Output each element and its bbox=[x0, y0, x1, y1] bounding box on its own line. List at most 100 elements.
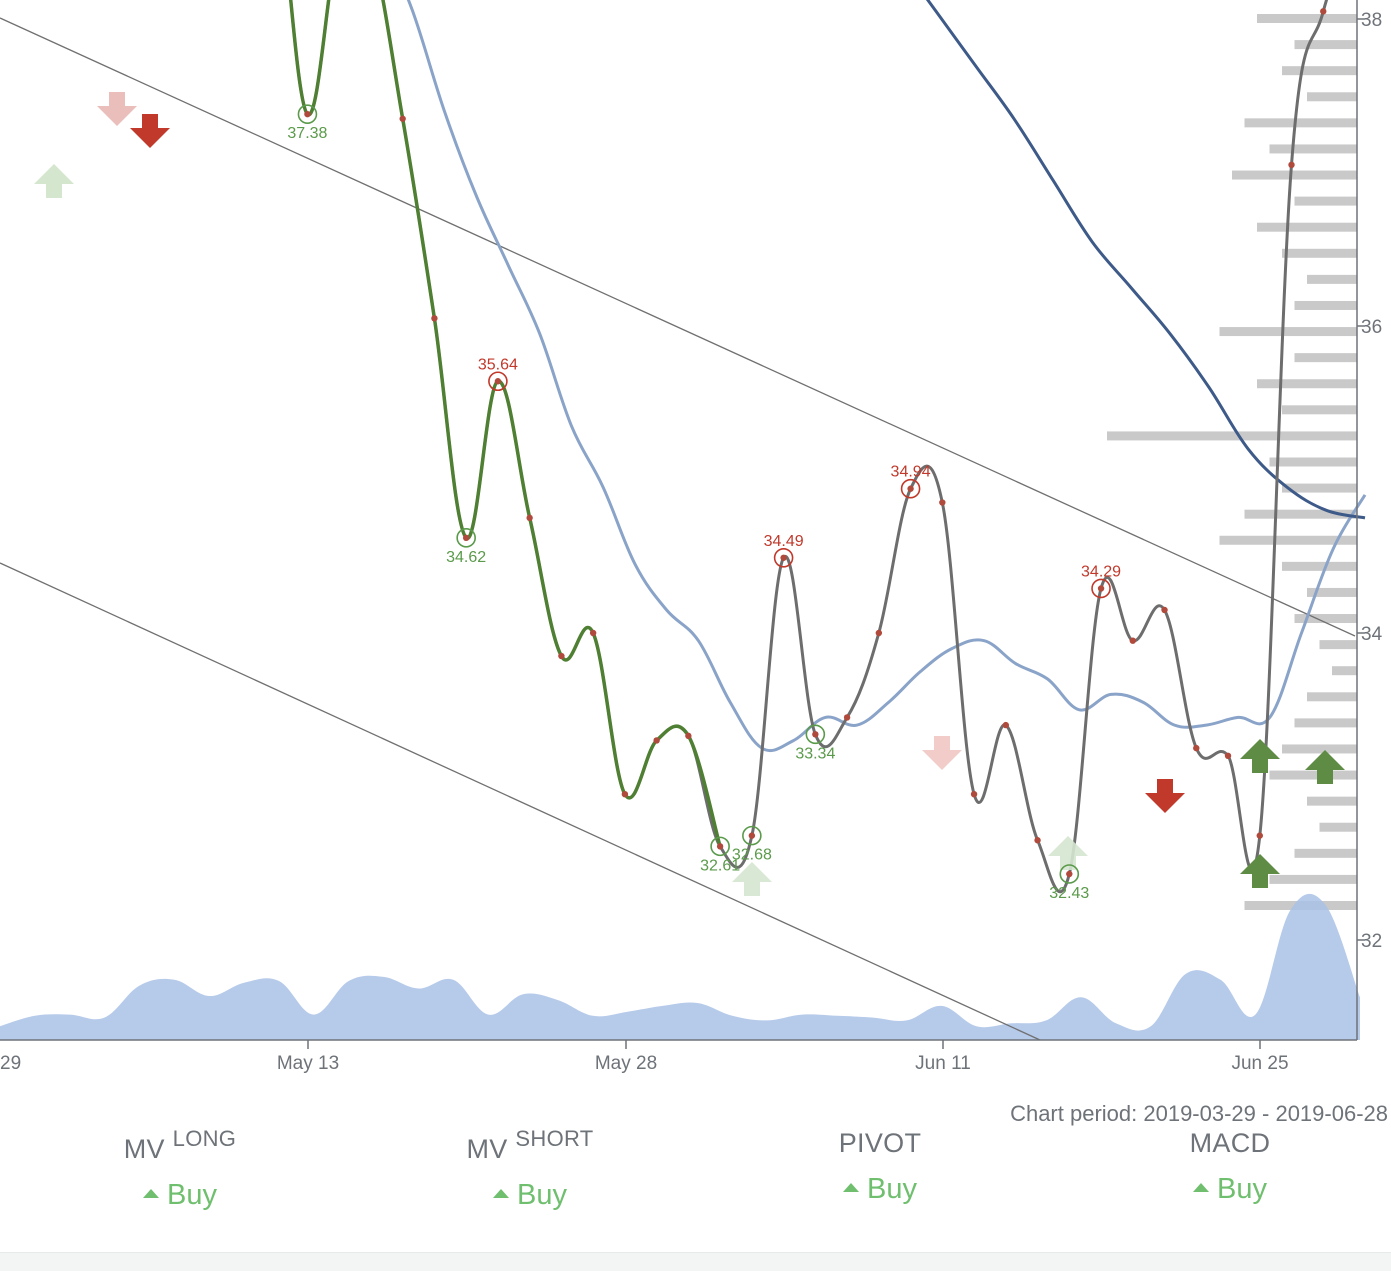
up-triangle-icon bbox=[493, 1188, 509, 1198]
volume-profile-bar bbox=[1307, 274, 1357, 284]
trough-marker bbox=[805, 724, 826, 745]
up-triangle-icon bbox=[1193, 1182, 1209, 1192]
volume-profile-bar bbox=[1332, 666, 1357, 676]
up-triangle-icon bbox=[843, 1182, 859, 1192]
chart-period: Chart period: 2019-03-29 - 2019-06-28 bbox=[1010, 1101, 1388, 1126]
trough-label: 32.43 bbox=[1049, 885, 1089, 902]
signal-value: Buy bbox=[730, 1173, 1030, 1206]
peak-label: 34.49 bbox=[764, 533, 804, 550]
peak-label: 34.94 bbox=[891, 464, 931, 481]
buy-arrow-icon bbox=[1048, 836, 1088, 870]
price-trend-path bbox=[288, 0, 722, 847]
price-chart-svg: 43.3338.5135.6434.4934.9434.2941.9037.38… bbox=[0, 0, 1383, 1074]
x-tick-label: 29 bbox=[0, 1053, 21, 1074]
volume-profile-bar bbox=[1294, 614, 1357, 624]
price-point bbox=[1161, 606, 1168, 614]
volume-profile bbox=[1107, 14, 1357, 910]
volume-profile-bar bbox=[1269, 457, 1357, 467]
signal-title-text: MACD bbox=[1189, 1128, 1271, 1158]
signal-title-text: MV bbox=[123, 1134, 165, 1164]
price-point bbox=[716, 843, 724, 850]
price-point bbox=[494, 378, 502, 385]
volume-profile-bar bbox=[1257, 14, 1357, 23]
volume-profile-bar bbox=[1307, 587, 1357, 597]
price-point bbox=[1193, 744, 1200, 752]
signal-value: Buy bbox=[30, 1179, 330, 1212]
volume-profile-bar bbox=[1282, 483, 1357, 493]
signal-title-text: PIVOT bbox=[838, 1128, 922, 1158]
price-point bbox=[875, 629, 883, 637]
sell-arrow-icon bbox=[922, 736, 962, 770]
sell-arrow-icon bbox=[1145, 779, 1185, 813]
signal-title: MACD bbox=[1080, 1128, 1380, 1159]
peak-label: 34.29 bbox=[1081, 563, 1121, 580]
price-point bbox=[1256, 832, 1263, 839]
trend-channel bbox=[0, 17, 1356, 1041]
volume-profile-bar bbox=[1282, 561, 1357, 571]
volume-profile-bar bbox=[1282, 405, 1357, 415]
volume-profile-bar bbox=[1294, 196, 1357, 206]
signal-value-text: Buy bbox=[167, 1179, 217, 1211]
channel-upper-line bbox=[0, 17, 1356, 637]
x-tick-label: May 28 bbox=[595, 1053, 657, 1074]
signal-value: Buy bbox=[380, 1179, 680, 1212]
signal-title-text: MV bbox=[466, 1134, 508, 1164]
volume-profile-bar bbox=[1307, 796, 1357, 806]
price-chart[interactable]: 43.3338.5135.6434.4934.9434.2941.9037.38… bbox=[0, 0, 1391, 1090]
price-line bbox=[288, 0, 1329, 894]
peak-label: 35.64 bbox=[478, 356, 518, 373]
trough-label: 34.62 bbox=[446, 549, 486, 566]
price-point bbox=[558, 652, 565, 660]
trough-marker bbox=[710, 836, 730, 857]
price-point bbox=[970, 790, 978, 798]
signal-value-text: Buy bbox=[517, 1179, 567, 1211]
price-point bbox=[1288, 161, 1295, 169]
signal-value-text: Buy bbox=[1217, 1173, 1267, 1205]
signal-arrows bbox=[34, 92, 1345, 896]
volume-profile-bar bbox=[1257, 222, 1357, 232]
x-tick-label: Jun 25 bbox=[1231, 1053, 1288, 1074]
buy-arrow-icon bbox=[34, 164, 74, 198]
peak-marker bbox=[773, 547, 794, 568]
price-point bbox=[812, 731, 819, 738]
volume-profile-bar bbox=[1294, 40, 1357, 50]
x-tick-label: May 13 bbox=[277, 1053, 339, 1074]
trough-marker bbox=[1059, 864, 1080, 884]
volume-profile-bar bbox=[1244, 118, 1357, 128]
volume-area-shape bbox=[0, 893, 1360, 1040]
price-point bbox=[653, 737, 660, 744]
signal-value: Buy bbox=[1080, 1173, 1380, 1206]
trough-label: 37.38 bbox=[287, 125, 327, 142]
buy-arrow-icon bbox=[732, 862, 772, 896]
buy-arrow-icon bbox=[1305, 750, 1345, 784]
price-line-path bbox=[289, 0, 1329, 894]
signal-value-text: Buy bbox=[867, 1173, 917, 1205]
signal-mv-long: MV LONG Buy bbox=[30, 1126, 330, 1212]
price-point bbox=[1066, 870, 1073, 878]
volume-profile-bar bbox=[1294, 718, 1357, 728]
signal-mv-short: MV SHORT Buy bbox=[380, 1126, 680, 1212]
volume-profile-bar bbox=[1219, 327, 1357, 337]
volume-area bbox=[0, 893, 1360, 1040]
signal-title: MV SHORT bbox=[380, 1126, 680, 1165]
volume-profile-bar bbox=[1269, 874, 1357, 884]
price-point bbox=[1320, 8, 1327, 15]
volume-profile-bar bbox=[1269, 144, 1357, 154]
price-point bbox=[589, 629, 597, 637]
volume-profile-bar bbox=[1219, 535, 1357, 545]
price-point bbox=[748, 832, 756, 839]
peak-marker bbox=[1091, 578, 1111, 599]
ma-long-line bbox=[925, 0, 1366, 520]
buy-arrow-icon bbox=[1240, 854, 1280, 888]
y-tick-label: 36 bbox=[1361, 317, 1382, 338]
price-point bbox=[399, 115, 406, 122]
price-point bbox=[1097, 585, 1105, 592]
footer-bar bbox=[0, 1252, 1391, 1271]
trough-marker bbox=[742, 825, 762, 846]
price-point bbox=[526, 514, 533, 522]
volume-profile-bar bbox=[1107, 431, 1357, 441]
price-point bbox=[780, 554, 787, 561]
peak-marker bbox=[900, 478, 921, 499]
channel-lower-line bbox=[0, 562, 1041, 1041]
